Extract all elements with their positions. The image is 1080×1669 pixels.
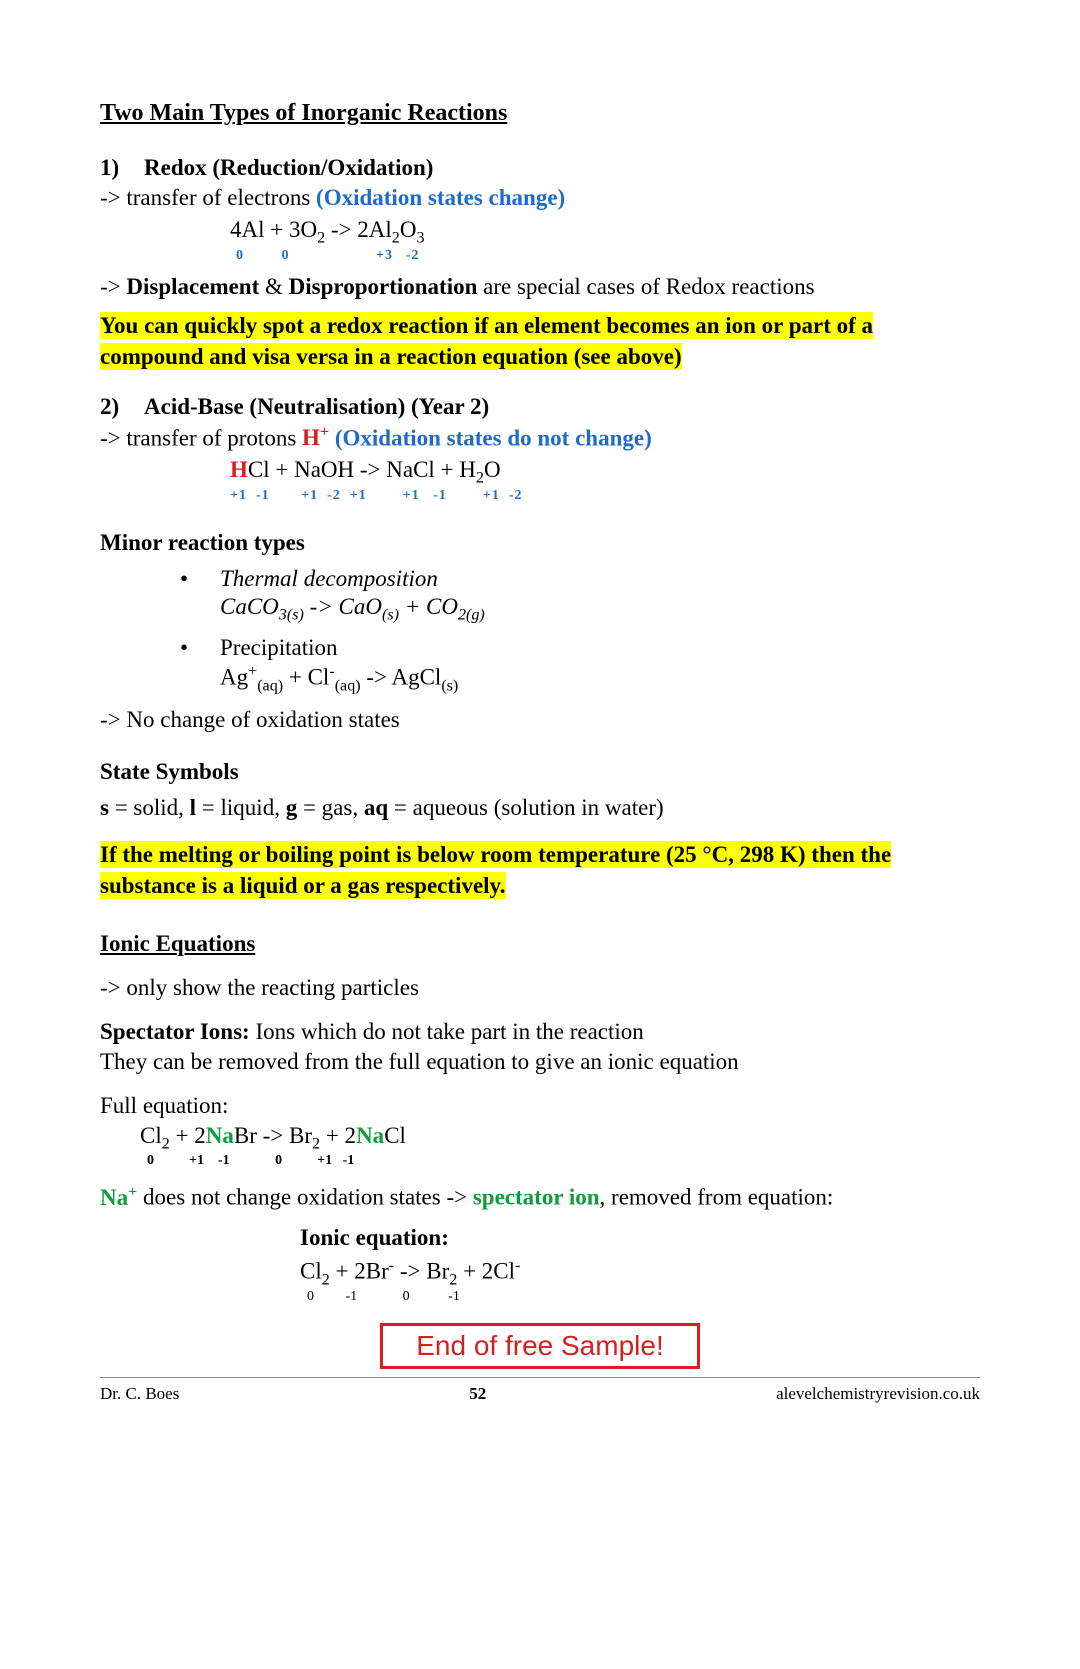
- minor-types-heading: Minor reaction types: [100, 530, 980, 556]
- highlight-1: You can quickly spot a redox reaction if…: [100, 312, 873, 370]
- section-1-text: -> transfer of electrons: [100, 185, 316, 210]
- spectator-line-2: They can be removed from the full equati…: [100, 1049, 980, 1075]
- ionic-equation: Cl2 + 2Br- -> Br2 + 2Cl-: [300, 1257, 980, 1289]
- page-title: Two Main Types of Inorganic Reactions: [100, 100, 980, 127]
- full-equation-label: Full equation:: [100, 1093, 980, 1119]
- displacement-line: -> Displacement & Disproportionation are…: [100, 274, 980, 300]
- redox-oxidation-states: 0 0 +3 -2: [230, 248, 980, 264]
- acid-base-equation: HCl + NaOH -> NaCl + H2O: [230, 457, 980, 488]
- bullet-thermal: •Thermal decomposition: [180, 566, 980, 592]
- footer-rule: [100, 1377, 980, 1378]
- highlight-1-wrap: You can quickly spot a redox reaction if…: [100, 310, 980, 372]
- footer-url: alevelchemistryrevision.co.uk: [776, 1384, 980, 1404]
- full-equation-ox: 0 +1 -1 0 +1 -1: [140, 1153, 980, 1169]
- state-symbols-line: s = solid, l = liquid, g = gas, aq = aqu…: [100, 795, 980, 821]
- thermal-equation: CaCO3(s) -> CaO(s) + CO2(g): [220, 594, 980, 625]
- footer-page-number: 52: [469, 1384, 486, 1404]
- state-symbols-heading: State Symbols: [100, 759, 980, 785]
- ionic-equation-ox: 0 -1 0 -1: [300, 1289, 980, 1305]
- precipitation-equation: Ag+(aq) + Cl-(aq) -> AgCl(s): [220, 663, 980, 695]
- section-1-title: Redox (Reduction/Oxidation): [144, 155, 433, 180]
- ionic-equation-label: Ionic equation:: [300, 1225, 980, 1251]
- bullet-icon: •: [180, 635, 220, 661]
- section-1-line: -> transfer of electrons (Oxidation stat…: [100, 185, 980, 211]
- section-1-num: 1): [100, 155, 144, 181]
- section-2-line: -> transfer of protons H+ (Oxidation sta…: [100, 424, 980, 452]
- redox-equation: 4Al + 3O2 -> 2Al2O3: [230, 217, 980, 248]
- bullet-icon: •: [180, 566, 220, 592]
- page-footer: Dr. C. Boes 52 alevelchemistryrevision.c…: [100, 1384, 980, 1404]
- spectator-line: Spectator Ions: Ions which do not take p…: [100, 1019, 980, 1045]
- section-2-heading: 2)Acid-Base (Neutralisation) (Year 2): [100, 394, 980, 420]
- ionic-heading: Ionic Equations: [100, 931, 980, 957]
- bullet-precipitation: •Precipitation: [180, 635, 980, 661]
- acid-base-oxidation-states: +1 -1 +1 -2 +1 +1 -1 +1 -2: [230, 488, 980, 504]
- footer-author: Dr. C. Boes: [100, 1384, 179, 1404]
- section-1-heading: 1)Redox (Reduction/Oxidation): [100, 155, 980, 181]
- highlight-2-wrap: If the melting or boiling point is below…: [100, 839, 980, 901]
- document-page: Two Main Types of Inorganic Reactions 1)…: [0, 0, 1080, 1669]
- section-1-blue: (Oxidation states change): [316, 185, 565, 210]
- ionic-line-1: -> only show the reacting particles: [100, 975, 980, 1001]
- section-2-num: 2): [100, 394, 144, 420]
- full-equation: Cl2 + 2NaBr -> Br2 + 2NaCl: [140, 1123, 980, 1154]
- highlight-2: If the melting or boiling point is below…: [100, 841, 891, 899]
- minor-tail: -> No change of oxidation states: [100, 707, 980, 733]
- section-2-title: Acid-Base (Neutralisation) (Year 2): [144, 394, 489, 419]
- end-of-sample-box: End of free Sample!: [380, 1323, 700, 1369]
- spectator-removal-line: Na+ does not change oxidation states -> …: [100, 1183, 980, 1211]
